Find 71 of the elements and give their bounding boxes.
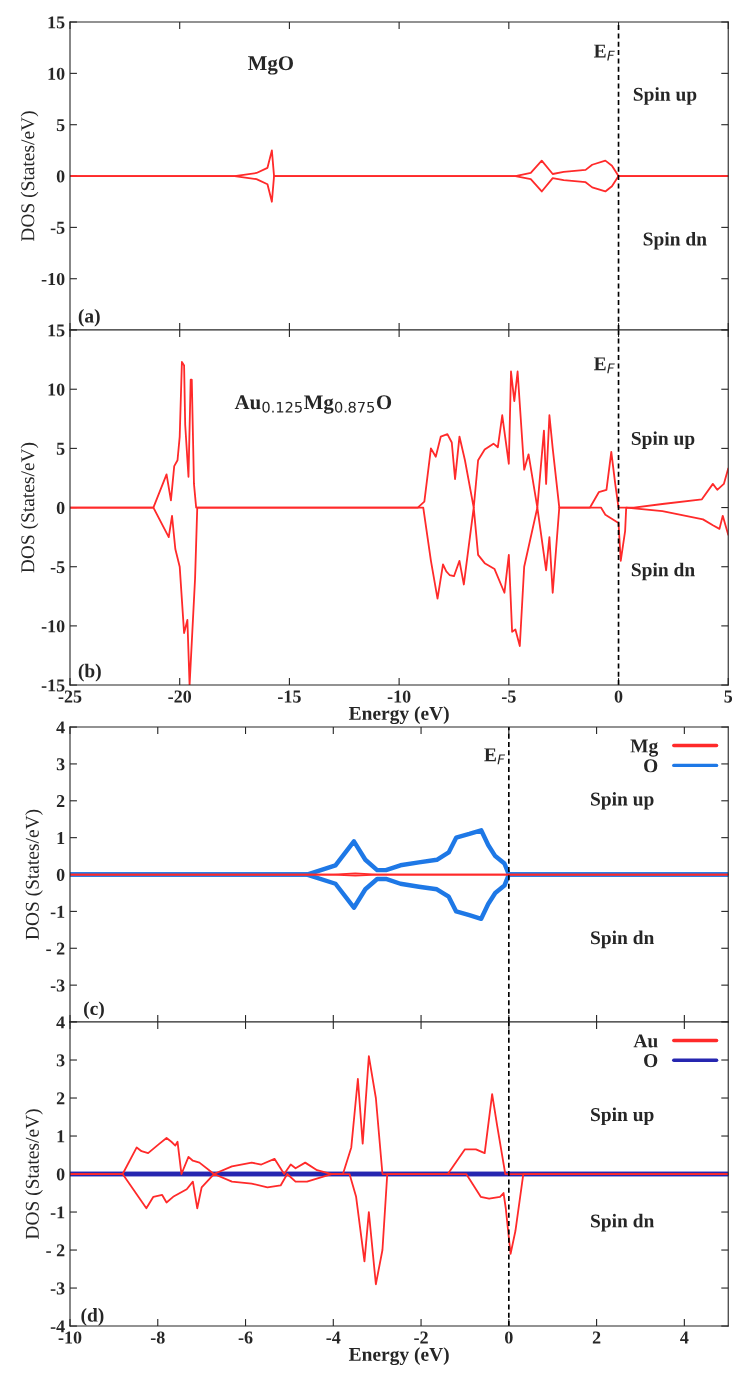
x-tick-label: -6 [238,1331,253,1344]
y-tick-label: 4 [56,1016,65,1029]
x-tick-label: -2 [414,1331,428,1344]
y-tick-label: 3 [56,1054,65,1067]
y-tick-label: 5 [56,442,65,455]
y-tick-label: 2 [56,795,65,808]
y-tick-label: 0 [56,1168,65,1181]
x-tick-label: -4 [326,1331,341,1344]
annotation: (a) [78,308,100,327]
annotation: Spin up [591,1107,654,1126]
y-tick-label: -15 [41,679,65,692]
y-tick-label: 0 [56,170,65,183]
x-tick-label: 0 [505,1331,513,1344]
y-tick-label: 15 [48,16,65,29]
x-axis-title: Energy (eV) [348,1347,449,1366]
annotation: Spin dn [591,930,655,949]
ref-line-label: E$_{F}$ [593,44,615,61]
y-axis-title: DOS (States/eV) [25,809,43,940]
y-tick-label: -5 [50,561,65,574]
annotation: Spin up [591,791,654,810]
x-axis-title: Energy (eV) [348,706,449,725]
y-tick-label: -5 [50,221,65,234]
y-tick-label: 1 [57,832,65,844]
y-tick-label: 4 [56,721,65,734]
y-tick-label: - 2 [46,1244,65,1257]
x-tick-label: 2 [592,1331,601,1344]
x-tick-label: -8 [150,1331,165,1344]
y-tick-label: -3 [50,1282,65,1295]
x-tick-label: -10 [387,690,411,703]
x-tick-label: -15 [278,690,301,703]
ref-line-label: E$_{F}$ [484,748,506,765]
annotation: (b) [78,663,101,682]
y-tick-label: 3 [56,758,65,771]
x-tick-label: 5 [724,690,733,703]
annotation: Spin dn [591,1213,655,1232]
y-tick-label: 10 [48,67,65,80]
annotation: Spin up [631,431,695,449]
y-tick-label: 1 [57,1130,65,1143]
y-tick-label: 15 [48,324,65,337]
annotation: Au$_{0.125}$Mg$_{0.875}$O [234,395,392,414]
y-tick-label: -10 [41,272,65,286]
ref-line-label: E$_{F}$ [593,357,615,374]
y-tick-label: -3 [50,979,65,992]
legend-label: Mg [630,739,659,757]
x-tick-label: -25 [58,690,82,703]
y-tick-label: -4 [50,1320,65,1333]
annotation: (c) [84,1001,104,1020]
y-tick-label: -10 [41,620,65,633]
annotation: Spin dn [631,562,695,581]
x-tick-label: 0 [614,690,623,703]
legend-label: Au [633,1034,658,1048]
annotation: Spin dn [643,231,707,250]
y-tick-label: 5 [56,119,65,132]
x-tick-label: -5 [501,690,516,703]
y-tick-label: -1 [50,1206,65,1219]
y-tick-label: -1 [50,905,65,918]
legend-label: O [644,759,658,773]
y-axis-title: DOS (States/eV) [20,111,39,242]
x-tick-label: 4 [680,1331,689,1344]
annotation: MgO [248,56,293,75]
x-tick-label: -20 [168,690,192,703]
annotation: (d) [81,1308,104,1326]
y-tick-label: - 2 [46,942,65,955]
legend-label: O [644,1054,658,1068]
y-tick-label: 0 [56,868,65,881]
annotation: Spin up [633,87,697,105]
y-axis-title: DOS (States/eV) [25,1109,43,1240]
y-tick-label: 2 [56,1092,65,1105]
y-tick-label: 0 [56,501,65,514]
y-axis-title: DOS (States/eV) [20,442,39,573]
y-tick-label: 10 [48,383,65,396]
